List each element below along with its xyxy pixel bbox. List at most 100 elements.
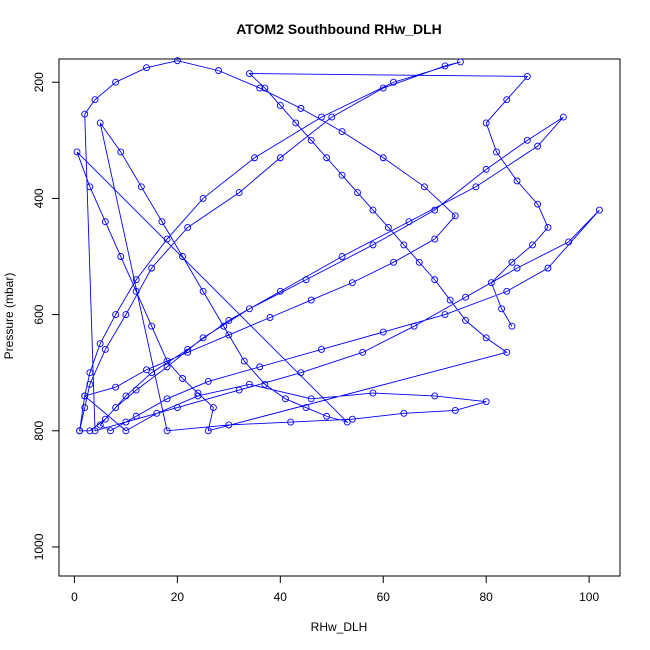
data-point <box>276 102 284 109</box>
data-point <box>302 404 310 411</box>
data-point <box>405 218 413 226</box>
data-point <box>493 148 500 156</box>
data-point <box>179 253 186 260</box>
data-point <box>117 148 125 156</box>
data-point <box>235 386 243 394</box>
data-point <box>482 119 490 127</box>
data-point <box>410 322 418 330</box>
data-point <box>559 113 567 121</box>
data-point <box>245 380 253 388</box>
data-point <box>122 427 130 435</box>
data-point <box>338 128 346 136</box>
x-axis-label: RHw_DLH <box>311 620 368 634</box>
data-point <box>148 322 156 330</box>
data-point <box>81 392 89 400</box>
data-point <box>256 84 264 92</box>
data-point <box>415 258 423 266</box>
data-point <box>431 206 439 214</box>
data-point <box>173 404 181 411</box>
plot-area <box>73 57 603 435</box>
data-point <box>565 238 572 246</box>
data-point <box>184 224 192 231</box>
data-point <box>112 404 120 411</box>
x-tick-label: 20 <box>171 590 185 604</box>
data-point <box>487 279 495 287</box>
data-point <box>112 78 120 86</box>
data-point <box>529 241 536 249</box>
data-point <box>369 389 377 397</box>
data-point <box>163 235 171 243</box>
data-point <box>441 311 449 319</box>
data-point <box>379 154 387 162</box>
y-tick-label: 600 <box>32 304 46 324</box>
y-tick-label: 200 <box>32 72 46 92</box>
data-point <box>256 363 264 371</box>
chart-title: ATOM2 Southbound RHw_DLH <box>236 21 442 37</box>
data-point <box>148 369 156 377</box>
data-point <box>148 264 156 272</box>
data-point <box>297 369 305 377</box>
data-point <box>400 409 408 417</box>
data-point <box>451 212 459 220</box>
y-tick-label: 400 <box>32 188 46 208</box>
data-point <box>86 427 94 435</box>
data-point <box>163 395 171 403</box>
data-point <box>245 305 253 313</box>
data-point <box>276 287 284 295</box>
data-point <box>307 136 315 144</box>
data-point <box>81 404 89 411</box>
data-point <box>101 415 109 423</box>
data-point <box>544 264 552 272</box>
data-point <box>261 380 269 388</box>
data-point <box>431 235 439 243</box>
data-point <box>91 427 99 435</box>
data-point <box>86 380 94 388</box>
data-point <box>508 322 516 330</box>
data-point <box>379 84 387 92</box>
data-point <box>446 296 454 304</box>
data-point <box>158 218 166 226</box>
data-point <box>369 206 377 214</box>
x-tick-label: 60 <box>377 590 391 604</box>
data-point <box>163 427 171 435</box>
data-point <box>225 331 233 339</box>
data-point <box>513 264 521 272</box>
data-point <box>86 183 94 191</box>
data-point <box>96 119 104 127</box>
data-point <box>359 348 367 356</box>
data-point <box>379 328 387 336</box>
data-point <box>307 296 315 304</box>
y-axis-label: Pressure (mbar) <box>2 273 16 360</box>
data-point <box>101 218 109 226</box>
data-point <box>112 311 120 319</box>
data-point <box>86 369 94 377</box>
data-point <box>132 287 140 295</box>
series-line <box>76 60 600 432</box>
data-point <box>204 427 212 435</box>
data-point <box>348 279 356 287</box>
data-point <box>348 415 356 423</box>
data-point <box>462 293 470 301</box>
x-tick-label: 80 <box>480 590 494 604</box>
data-point <box>163 357 171 365</box>
data-point <box>287 418 295 426</box>
x-tick-label: 0 <box>71 590 78 604</box>
data-point <box>132 386 140 394</box>
data-point <box>462 316 470 324</box>
x-tick-label: 100 <box>579 590 599 604</box>
data-point <box>390 78 397 86</box>
data-point <box>204 377 212 385</box>
data-point <box>220 322 228 330</box>
data-point <box>91 96 99 104</box>
data-point <box>107 427 114 435</box>
data-point <box>354 189 361 197</box>
data-point <box>431 276 439 284</box>
data-point <box>523 136 531 144</box>
data-point <box>209 404 217 411</box>
data-point <box>323 412 331 420</box>
data-point <box>390 258 397 266</box>
data-point <box>276 154 284 162</box>
data-point <box>544 224 552 231</box>
data-point <box>199 287 207 295</box>
